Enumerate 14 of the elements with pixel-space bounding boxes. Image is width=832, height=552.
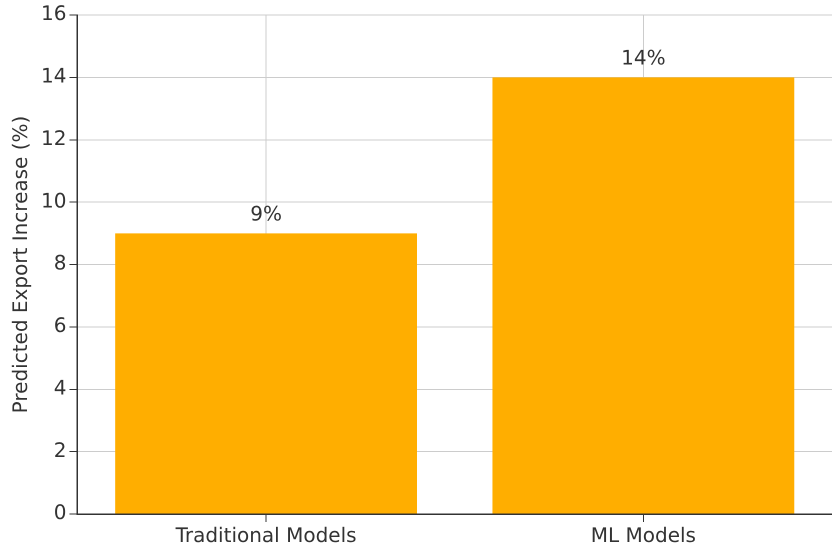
y-tick-label: 4 [54,375,66,400]
y-tick-label: 2 [54,438,66,462]
data-label: 14% [621,46,666,70]
y-tick-label: 8 [54,250,66,275]
y-tick-label: 0 [54,500,66,524]
x-tick-label: Traditional Models [174,523,357,548]
y-axis-title: Predicted Export Increase (%) [8,116,32,414]
y-tick-label: 6 [54,313,66,338]
y-tick-label: 16 [40,1,66,26]
x-tick-label: ML Models [590,523,696,548]
data-label: 9% [250,202,282,226]
y-tick-label: 14 [40,64,66,88]
y-tick-label: 10 [40,188,66,212]
y-tick-label: 12 [40,126,66,150]
